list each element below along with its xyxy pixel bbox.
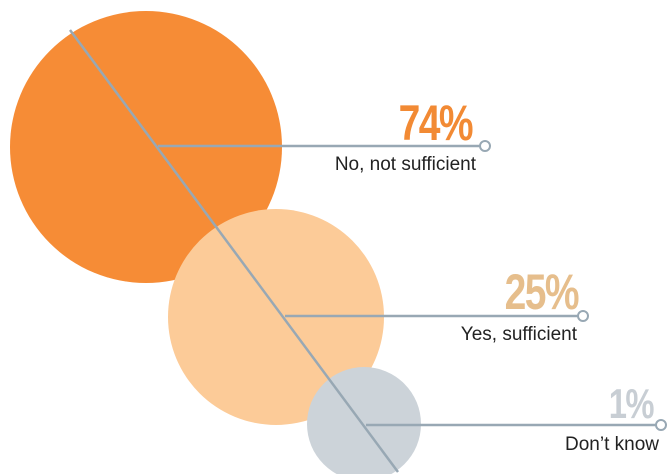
category-label-yes-sufficient: Yes, sufficient [461,324,578,345]
leader-end-marker [655,419,667,431]
bubble-dont-know [307,367,421,474]
value-label-25: 25% [505,263,579,320]
bubble-no-not-sufficient [10,11,282,283]
value-label-1: 1% [609,380,654,427]
value-label-74: 74% [399,94,473,151]
diagonal-axis-line [68,29,400,473]
category-label-dont-know: Don’t know [565,434,659,455]
leader-end-marker [479,140,491,152]
leader-end-marker [577,310,589,322]
category-label-no-not-sufficient: No, not sufficient [335,154,477,175]
bubble-yes-sufficient [168,209,384,425]
